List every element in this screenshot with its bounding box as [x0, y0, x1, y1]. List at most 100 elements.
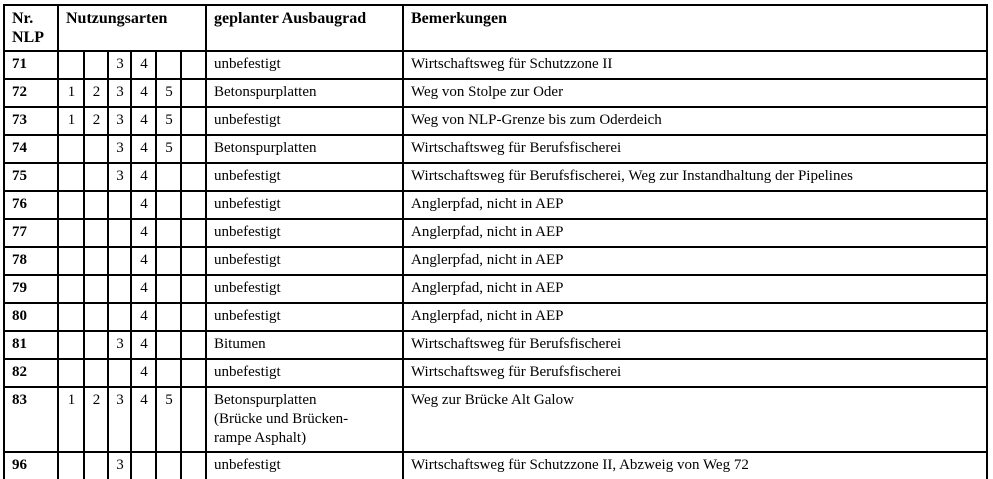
table-row: 75 3 4 unbefestigt Wirtschaftsweg für Berufs…	[3, 162, 988, 192]
cell-nutzungsart	[180, 78, 207, 108]
cell-bemerkung: Weg von NLP-Grenze bis zum Oderdeich	[402, 106, 988, 136]
cell-nutzungsart	[155, 302, 182, 332]
cell-nutzungsart: 3	[107, 78, 132, 108]
cell-nutzungsart	[57, 246, 85, 276]
cell-nutzungsart: 4	[130, 386, 157, 453]
table-row: 76 4 unbefestigt Anglerpfad, nicht in AEP	[3, 190, 988, 220]
cell-nutzungsart: 4	[130, 358, 157, 388]
table-row: 79 4 unbefestigt Anglerpfad, nicht in AEP	[3, 274, 988, 304]
cell-nutzungsart	[57, 451, 85, 479]
cell-nutzungsart	[57, 134, 85, 164]
cell-nutzungsart: 4	[130, 50, 157, 80]
cell-bemerkung: Anglerpfad, nicht in AEP	[402, 190, 988, 220]
cell-nlp-number: 76	[3, 190, 59, 220]
cell-ausbaugrad: unbefestigt	[205, 358, 404, 388]
table-row: 71 3 4 unbefestigt Wirtschaftsweg für Schutz…	[3, 50, 988, 80]
cell-nutzungsart: 4	[130, 106, 157, 136]
cell-nutzungsart: 1	[57, 386, 85, 453]
cell-bemerkung: Weg von Stolpe zur Oder	[402, 78, 988, 108]
cell-nutzungsart: 4	[130, 330, 157, 360]
cell-nutzungsart	[155, 330, 182, 360]
cell-nutzungsart	[155, 190, 182, 220]
cell-ausbaugrad: unbefestigt	[205, 274, 404, 304]
cell-ausbaugrad: unbefestigt	[205, 246, 404, 276]
cell-ausbaugrad: unbefestigt	[205, 162, 404, 192]
cell-nutzungsart: 1	[57, 106, 85, 136]
table-row: 81 3 4 Bitumen Wirtschaftsweg für Berufsfisc…	[3, 330, 988, 360]
cell-nlp-number: 72	[3, 78, 59, 108]
cell-nutzungsart	[180, 302, 207, 332]
cell-bemerkung: Wirtschaftsweg für Berufsfischerei	[402, 134, 988, 164]
cell-nutzungsart: 1	[57, 78, 85, 108]
cell-nutzungsart: 4	[130, 78, 157, 108]
cell-nutzungsart	[57, 330, 85, 360]
cell-nlp-number: 77	[3, 218, 59, 248]
cell-ausbaugrad: unbefestigt	[205, 190, 404, 220]
cell-nutzungsart	[107, 190, 132, 220]
cell-nutzungsart	[180, 386, 207, 453]
col-header-nr-nlp: Nr. NLP	[3, 4, 59, 52]
cell-nutzungsart: 2	[83, 78, 109, 108]
cell-nlp-number: 73	[3, 106, 59, 136]
table-row: 72 1 2 3 4 5 Betonspurplatten Weg von Stolpe zu…	[3, 78, 988, 108]
cell-nutzungsart: 4	[130, 246, 157, 276]
table-row: 83 1 2 3 4 5 Betonspurplatten (Brücke und Brüc…	[3, 386, 988, 453]
table-row: 80 4 unbefestigt Anglerpfad, nicht in AEP	[3, 302, 988, 332]
cell-nlp-number: 79	[3, 274, 59, 304]
cell-nutzungsart	[83, 50, 109, 80]
cell-ausbaugrad: unbefestigt	[205, 451, 404, 479]
cell-nutzungsart	[180, 134, 207, 164]
cell-nutzungsart	[180, 274, 207, 304]
cell-nutzungsart	[83, 246, 109, 276]
cell-nutzungsart	[180, 106, 207, 136]
cell-bemerkung: Wirtschaftsweg für Schutzzone II, Abzwei…	[402, 451, 988, 479]
cell-nutzungsart: 4	[130, 162, 157, 192]
cell-nutzungsart: 2	[83, 106, 109, 136]
cell-nutzungsart	[107, 358, 132, 388]
cell-nutzungsart: 2	[83, 386, 109, 453]
cell-nutzungsart	[155, 451, 182, 479]
cell-nutzungsart	[130, 451, 157, 479]
cell-nutzungsart	[57, 50, 85, 80]
cell-bemerkung: Weg zur Brücke Alt Galow	[402, 386, 988, 453]
cell-nutzungsart	[155, 162, 182, 192]
cell-nutzungsart	[107, 246, 132, 276]
cell-nutzungsart	[83, 358, 109, 388]
cell-nutzungsart: 3	[107, 134, 132, 164]
cell-ausbaugrad: Betonspurplatten (Brücke und Brücken- ra…	[205, 386, 404, 453]
cell-nutzungsart: 4	[130, 134, 157, 164]
table-row: 96 3 unbefestigt Wirtschaftsweg für Schutzz…	[3, 451, 988, 479]
cell-nutzungsart	[57, 218, 85, 248]
table-row: 78 4 unbefestigt Anglerpfad, nicht in AEP	[3, 246, 988, 276]
cell-nutzungsart: 3	[107, 50, 132, 80]
cell-nutzungsart: 4	[130, 190, 157, 220]
cell-nutzungsart	[155, 274, 182, 304]
cell-nutzungsart	[83, 451, 109, 479]
col-header-nutzungsarten: Nutzungsarten	[57, 4, 207, 52]
cell-nlp-number: 83	[3, 386, 59, 453]
cell-bemerkung: Anglerpfad, nicht in AEP	[402, 302, 988, 332]
cell-ausbaugrad: Bitumen	[205, 330, 404, 360]
cell-nlp-number: 80	[3, 302, 59, 332]
cell-ausbaugrad: Betonspurplatten	[205, 78, 404, 108]
cell-bemerkung: Wirtschaftsweg für Berufsfischerei, Weg …	[402, 162, 988, 192]
table-body: 71 3 4 unbefestigt Wirtschaftsweg für Schutz…	[3, 50, 988, 479]
table-row: 74 3 4 5 Betonspurplatten Wirtschaftsweg für …	[3, 134, 988, 164]
col-header-ausbaugrad: geplanter Ausbaugrad	[205, 4, 404, 52]
cell-ausbaugrad: unbefestigt	[205, 218, 404, 248]
cell-nutzungsart: 5	[155, 106, 182, 136]
table-row: 82 4 unbefestigt Wirtschaftsweg für Berufsf…	[3, 358, 988, 388]
cell-nutzungsart: 3	[107, 451, 132, 479]
cell-nutzungsart: 5	[155, 134, 182, 164]
cell-nutzungsart	[83, 218, 109, 248]
cell-nutzungsart	[83, 274, 109, 304]
cell-nutzungsart: 5	[155, 386, 182, 453]
cell-nutzungsart: 3	[107, 106, 132, 136]
cell-nutzungsart	[180, 358, 207, 388]
cell-nutzungsart: 4	[130, 302, 157, 332]
cell-nutzungsart: 4	[130, 274, 157, 304]
cell-nutzungsart	[107, 302, 132, 332]
cell-nlp-number: 74	[3, 134, 59, 164]
cell-nutzungsart	[180, 190, 207, 220]
